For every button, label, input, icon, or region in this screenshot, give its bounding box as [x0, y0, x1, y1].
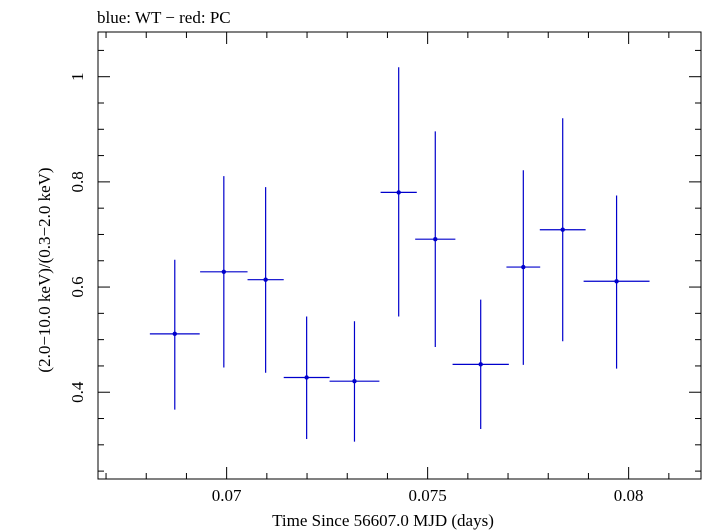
data-point	[263, 277, 268, 282]
y-axis-title: (2.0−10.0 keV)/(0.3−2.0 keV)	[35, 167, 54, 372]
data-point	[478, 362, 483, 367]
data-point	[396, 190, 401, 195]
y-axis-tick-labels: 0.4 0.6 0.8 1	[68, 72, 87, 402]
y-tick-label: 0.6	[68, 276, 87, 297]
data-point	[221, 269, 227, 275]
data-point	[521, 264, 526, 270]
data-series	[149, 67, 650, 442]
data-point	[172, 331, 177, 337]
x-axis-tick-labels: 0.07 0.075 0.08	[212, 486, 644, 505]
x-tick-label: 0.07	[212, 486, 242, 505]
x-axis-title: Time Since 56607.0 MJD (days)	[272, 511, 494, 530]
data-point	[433, 236, 438, 242]
plot-frame	[97, 31, 702, 480]
x-axis-ticks	[105, 32, 670, 479]
y-axis-ticks	[98, 49, 701, 472]
y-tick-label: 0.8	[68, 171, 87, 192]
data-point	[614, 279, 619, 284]
y-tick-label: 0.4	[68, 381, 87, 403]
y-tick-label: 1	[68, 72, 87, 81]
data-point	[304, 375, 309, 380]
series-wt	[149, 67, 650, 442]
chart-title: blue: WT − red: PC	[97, 8, 231, 27]
data-point	[352, 378, 357, 384]
x-tick-label: 0.08	[614, 486, 644, 505]
x-tick-label: 0.075	[409, 486, 447, 505]
data-point	[560, 227, 565, 232]
